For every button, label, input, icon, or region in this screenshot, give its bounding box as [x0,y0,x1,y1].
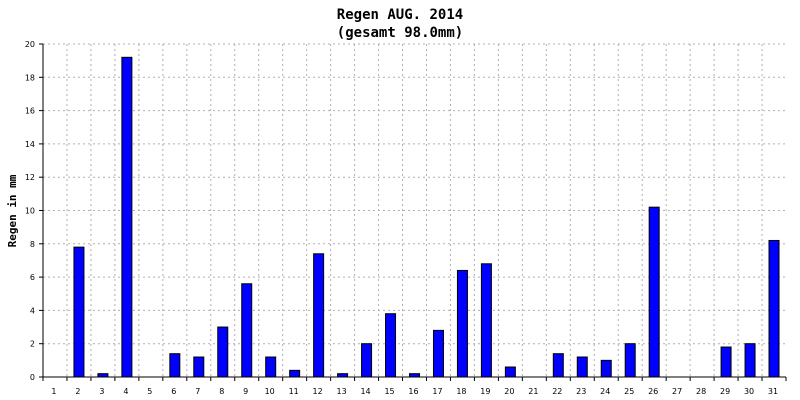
y-tick-label: 12 [25,173,35,182]
x-tick-label: 24 [600,387,610,396]
y-tick-label: 6 [30,273,35,282]
axes [39,43,787,381]
bar-day-22 [552,353,564,378]
chart-title: Regen AUG. 2014 [337,7,463,23]
y-tick-label: 0 [30,373,35,382]
y-tick-label: 16 [25,107,35,116]
x-tick-label: 9 [243,387,248,396]
x-tick-label: 25 [624,387,634,396]
x-tick-label: 28 [696,387,706,396]
chart-subtitle: (gesamt 98.0mm) [337,25,463,41]
x-tick-label: 16 [408,387,418,396]
x-tick-label: 20 [504,387,514,396]
x-tick-label: 12 [313,387,323,396]
bar-day-30 [744,343,756,378]
x-tick-label: 31 [768,387,778,396]
y-tick-label: 20 [25,40,35,49]
bar-day-31 [768,239,780,378]
x-tick-label: 14 [360,387,370,396]
bar-day-19 [480,263,492,378]
bar-day-7 [193,356,205,378]
x-tick-label: 4 [123,387,128,396]
y-tick-label: 8 [30,240,35,249]
x-tick-label: 23 [576,387,586,396]
x-tick-label: 5 [147,387,152,396]
bar-day-14 [361,343,373,378]
x-tick-label: 13 [337,387,347,396]
x-tick-label: 1 [51,387,56,396]
x-tick-label: 21 [528,387,538,396]
bar-day-23 [576,356,588,378]
x-tick-label: 19 [480,387,490,396]
x-tick-label: 26 [648,387,658,396]
x-tick-label: 30 [744,387,754,396]
x-tick-label: 7 [195,387,200,396]
bar-day-15 [385,313,397,378]
bar-day-26 [648,206,660,378]
bar-day-2 [73,246,85,378]
bar-day-4 [121,56,133,378]
y-axis-label: Regen in mm [6,174,19,247]
grid-lines [43,43,786,377]
x-tick-label: 8 [219,387,224,396]
x-tick-label: 22 [552,387,562,396]
bar-day-10 [265,356,277,378]
bar-day-8 [217,326,229,378]
bar-day-12 [313,253,325,378]
bar-day-24 [600,359,612,378]
x-tick-label: 6 [171,387,176,396]
bar-day-9 [241,283,253,378]
x-tick-label: 15 [384,387,394,396]
y-tick-label: 4 [30,306,35,315]
x-tick-label: 11 [289,387,299,396]
y-tick-label: 2 [30,340,35,349]
x-tick-label: 2 [75,387,80,396]
y-tick-label: 18 [25,73,35,82]
x-tick-label: 10 [265,387,275,396]
y-tick-label: 14 [25,140,35,149]
bar-day-6 [169,353,181,378]
bar-day-18 [456,269,468,378]
bar-day-17 [432,329,444,378]
x-tick-label: 27 [672,387,682,396]
x-tick-label: 3 [99,387,104,396]
x-tick-label: 18 [456,387,466,396]
x-tick-label: 17 [432,387,442,396]
bars [73,56,780,378]
bar-day-11 [289,369,301,378]
y-tick-label: 10 [25,207,35,216]
bar-day-29 [720,346,732,378]
bar-day-25 [624,343,636,378]
x-tick-label: 29 [720,387,730,396]
bar-day-20 [504,366,516,378]
